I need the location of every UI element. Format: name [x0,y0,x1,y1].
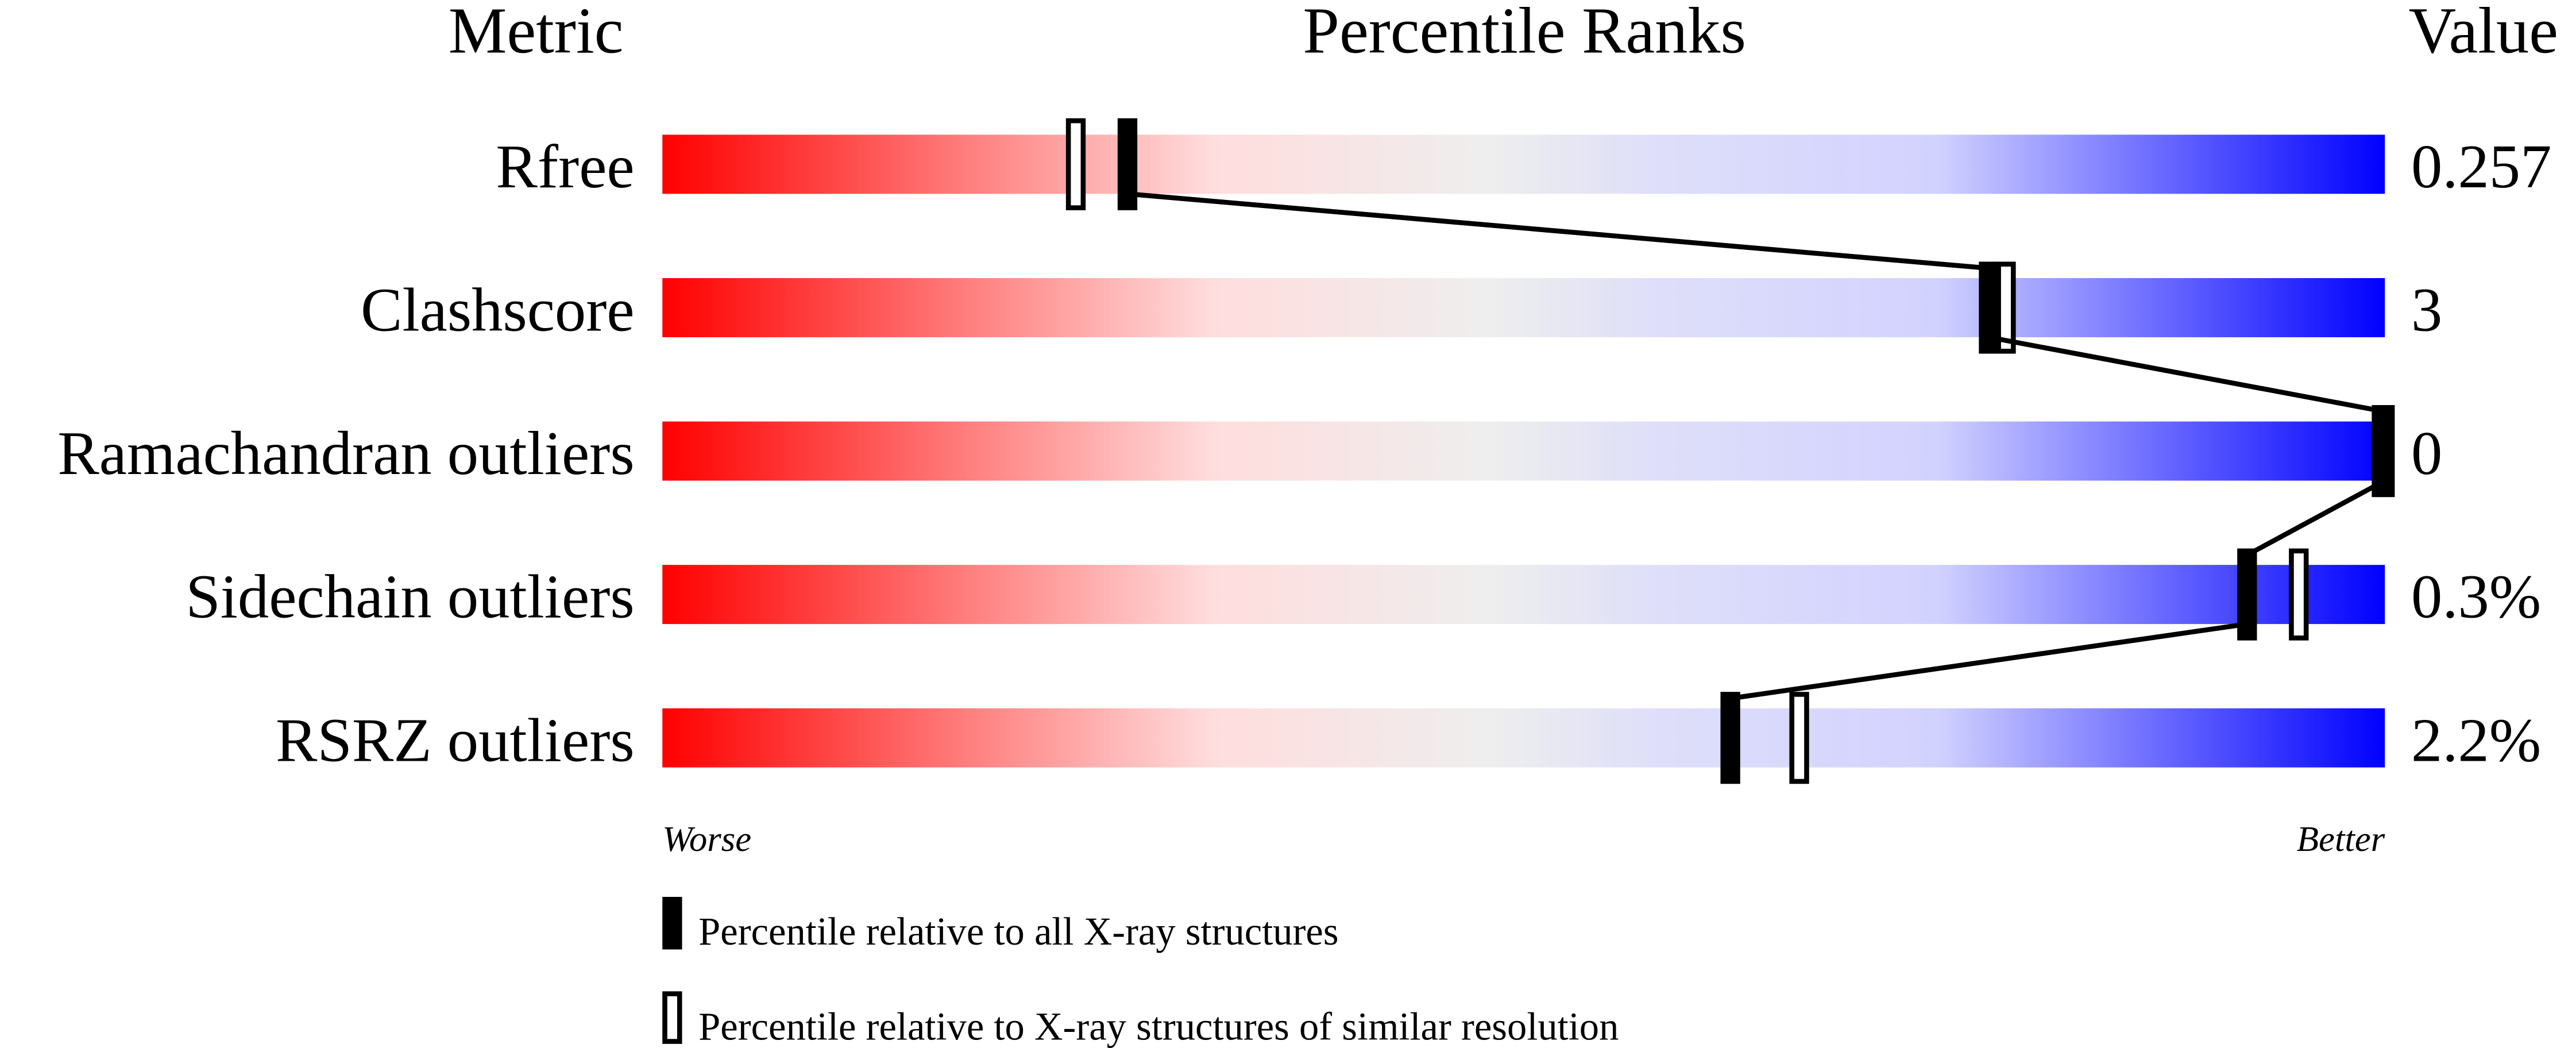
connector-line [1988,334,2386,414]
metric-value: 2.2% [2411,706,2541,775]
metric-value: 0.257 [2411,132,2551,201]
axis-label-better: Better [2297,819,2385,859]
header-value: Value [2409,0,2558,67]
metric-label: Clashscore [361,276,635,345]
marker-similar-resolution [1065,118,1086,210]
connector-line [2246,478,2386,557]
header-percentile-ranks: Percentile Ranks [1303,0,1746,67]
axis-label-worse: Worse [662,819,751,859]
metric-label: RSRZ outliers [276,706,635,775]
marker-all-structures [1720,692,1740,784]
legend-filled-label: Percentile relative to all X-ray structu… [698,910,1338,953]
legend-hollow-marker [662,991,682,1044]
metric-value: 0.3% [2411,562,2541,631]
metric-label: Ramachandran outliers [57,419,634,488]
marker-similar-resolution [1789,692,1809,784]
connector-line [1730,621,2247,701]
marker-similar-resolution [2289,548,2309,641]
percentile-bar [662,134,2385,194]
metric-label: Rfree [496,132,634,201]
metric-label: Sidechain outliers [186,562,634,631]
connector-line [1127,191,1989,271]
percentile-bar [662,421,2385,481]
legend-filled-marker [662,896,682,950]
percentile-bar [662,278,2385,337]
percentile-bar [662,708,2385,768]
metric-value: 0 [2411,419,2442,488]
metric-value: 3 [2411,276,2442,345]
percentile-bar [662,565,2385,625]
legend-hollow-label: Percentile relative to X-ray structures … [698,1005,1619,1048]
header-metric: Metric [449,0,624,67]
